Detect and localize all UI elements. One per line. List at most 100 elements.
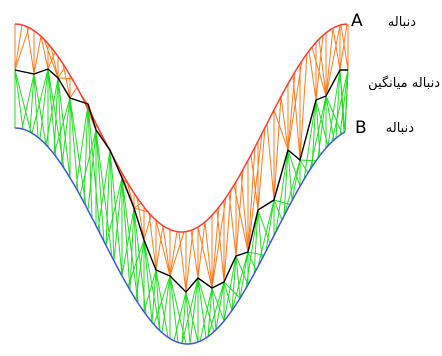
sequence-a-link bbox=[299, 53, 308, 161]
sequence-b-link bbox=[335, 69, 341, 139]
sequence-b-link bbox=[215, 281, 225, 330]
sequence-a-link bbox=[273, 96, 282, 201]
sequence-b-link bbox=[97, 149, 111, 230]
sequence-b-link bbox=[69, 97, 87, 207]
sequence-a-label-letter: A bbox=[351, 11, 363, 31]
sequence-a-link bbox=[26, 26, 35, 75]
sequence-a-link bbox=[155, 225, 164, 271]
sequence-b-link bbox=[14, 69, 32, 133]
sequence-b-link bbox=[83, 103, 89, 203]
sequence-b-link bbox=[155, 269, 169, 338]
sequence-b-link bbox=[317, 95, 327, 159]
sequence-b-link bbox=[105, 177, 123, 246]
sequence-b-link bbox=[57, 77, 63, 166]
sequence-b-link bbox=[211, 287, 225, 322]
sequence-b-link bbox=[257, 199, 275, 267]
sequence-a-link bbox=[50, 46, 59, 79]
sequence-b-link bbox=[109, 149, 123, 276]
sequence-b-curve bbox=[14, 127, 346, 345]
sequence-a-link bbox=[257, 127, 266, 211]
sequence-b-link bbox=[31, 68, 49, 134]
sequence-b-link bbox=[207, 281, 225, 337]
sequence-a-label-word: دنباله bbox=[388, 15, 416, 30]
sequence-b-link bbox=[69, 97, 79, 192]
sequence-b-link bbox=[39, 68, 49, 140]
sequence-a-link bbox=[133, 207, 149, 213]
sequence-a-link bbox=[14, 24, 23, 71]
sequence-a-link bbox=[197, 226, 213, 289]
sequence-a-link bbox=[155, 220, 171, 277]
sequence-a-link bbox=[33, 36, 42, 75]
sequence-b-link bbox=[303, 99, 317, 180]
sequence-a-link bbox=[178, 231, 187, 293]
sequence-b-link bbox=[33, 73, 47, 145]
sequence-b-link bbox=[223, 281, 233, 311]
mean-sequence-label: دنباله میانگین bbox=[368, 75, 440, 91]
sequence-b-link bbox=[95, 129, 105, 242]
sequence-b-link bbox=[239, 251, 249, 299]
sequence-a-link bbox=[204, 221, 213, 289]
sequence-b-link bbox=[87, 103, 101, 234]
sequence-a-link bbox=[266, 123, 275, 201]
sequence-a-link bbox=[223, 189, 232, 283]
sequence-a-link bbox=[169, 231, 185, 277]
sequence-a-link bbox=[332, 28, 341, 71]
sequence-b-link bbox=[169, 275, 179, 343]
sequence-b-link bbox=[245, 209, 259, 289]
sequence-b-link bbox=[143, 239, 153, 323]
sequence-a-link bbox=[280, 96, 289, 151]
sequence-b-link bbox=[185, 291, 199, 343]
sequence-a-link bbox=[318, 39, 327, 97]
sequence-b-link bbox=[129, 207, 135, 291]
sequence-b-link bbox=[113, 177, 123, 261]
sequence-b-link bbox=[199, 287, 213, 342]
sequence-b-link bbox=[197, 277, 215, 332]
sequence-b-link bbox=[181, 277, 199, 344]
sequence-a-link bbox=[247, 133, 263, 253]
sequence-b-link bbox=[87, 129, 97, 211]
sequence-b-link bbox=[33, 73, 39, 138]
sequence-a-link bbox=[325, 25, 341, 97]
sequence-b-link bbox=[135, 239, 145, 300]
sequence-a-link bbox=[169, 231, 178, 277]
sequence-b-link bbox=[287, 149, 293, 201]
sequence-a-link bbox=[40, 36, 49, 70]
sequence-a-link bbox=[308, 50, 317, 101]
sequence-b-link bbox=[95, 129, 113, 258]
sequence-a-link bbox=[185, 229, 194, 293]
sequence-b-link bbox=[287, 149, 301, 187]
sequence-b-link bbox=[53, 77, 59, 155]
sequence-b-link bbox=[291, 159, 301, 201]
sequence-b-link bbox=[189, 277, 199, 344]
sequence-a-link bbox=[311, 46, 327, 97]
sequence-a-link bbox=[14, 27, 30, 71]
sequence-b-link bbox=[197, 277, 207, 338]
sequence-b-link bbox=[299, 159, 309, 174]
sequence-b-link bbox=[344, 69, 349, 133]
sequence-b-link bbox=[143, 269, 157, 312]
sequence-b-link bbox=[61, 97, 71, 166]
sequence-b-links bbox=[14, 68, 349, 345]
sequence-a-link bbox=[136, 197, 145, 241]
sequence-b-link bbox=[53, 97, 71, 155]
sequence-a-link bbox=[273, 109, 289, 151]
sequence-b-link bbox=[121, 177, 139, 304]
sequence-b-link bbox=[275, 149, 289, 232]
sequence-b-link bbox=[105, 149, 111, 246]
sequence-a-link bbox=[250, 154, 259, 211]
sequence-a-link bbox=[69, 87, 78, 99]
sequence-b-link bbox=[87, 103, 93, 218]
sequence-b-link bbox=[161, 275, 171, 333]
sequence-b-link bbox=[211, 287, 217, 330]
sequence-a-link bbox=[43, 39, 59, 79]
sequence-b-link bbox=[283, 149, 289, 216]
sequence-b-link bbox=[109, 149, 115, 261]
sequence-b-link bbox=[331, 69, 349, 142]
sequence-b-link bbox=[121, 207, 135, 276]
sequence-a-link bbox=[325, 28, 334, 97]
sequence-b-link bbox=[339, 69, 349, 136]
sequence-b-link bbox=[235, 255, 241, 299]
sequence-b-link bbox=[153, 275, 171, 325]
sequence-b-link bbox=[169, 275, 187, 345]
